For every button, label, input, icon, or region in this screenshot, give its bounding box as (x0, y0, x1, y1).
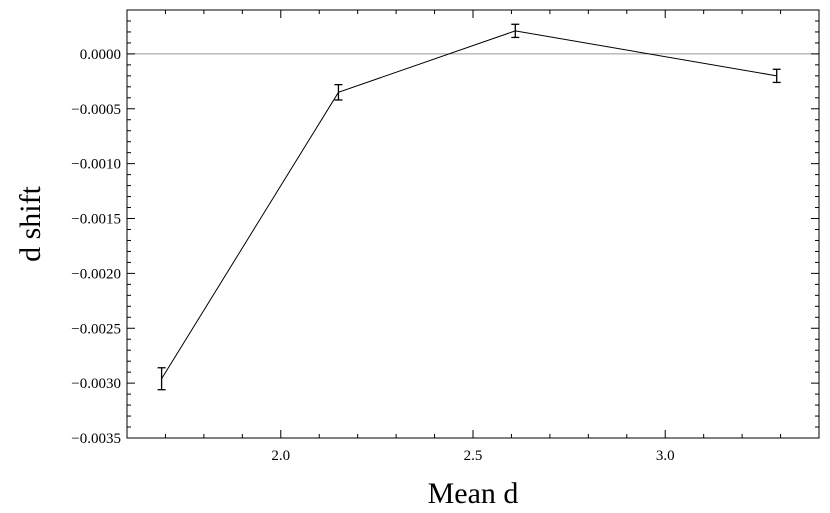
data-point (772, 68, 781, 84)
x-tick-label: 2.5 (464, 448, 483, 464)
y-axis-title: d shift (14, 185, 47, 262)
x-axis-title: Mean d (428, 477, 519, 510)
y-tick-label: 0.0000 (80, 47, 121, 63)
data-point (334, 83, 343, 101)
data-point (157, 367, 166, 391)
x-tick-label: 3.0 (656, 448, 675, 464)
y-tick-label: −0.0010 (71, 157, 121, 173)
y-tick-label: −0.0015 (71, 212, 121, 228)
data-series (157, 23, 781, 391)
tick-labels: 0.0000 −0.0005 −0.0010 −0.0015 −0.0020 −0.002… (71, 47, 674, 464)
tick-marks (126, 9, 820, 439)
plot-frame (126, 9, 820, 439)
x-tick-label: 2.0 (271, 448, 290, 464)
y-tick-label: −0.0030 (71, 376, 121, 392)
y-tick-label: −0.0005 (71, 102, 121, 118)
y-tick-label: −0.0035 (71, 431, 121, 447)
y-tick-label: −0.0020 (71, 266, 121, 282)
data-point (511, 23, 520, 39)
series-line (161, 30, 777, 380)
y-tick-label: −0.0025 (71, 321, 121, 337)
